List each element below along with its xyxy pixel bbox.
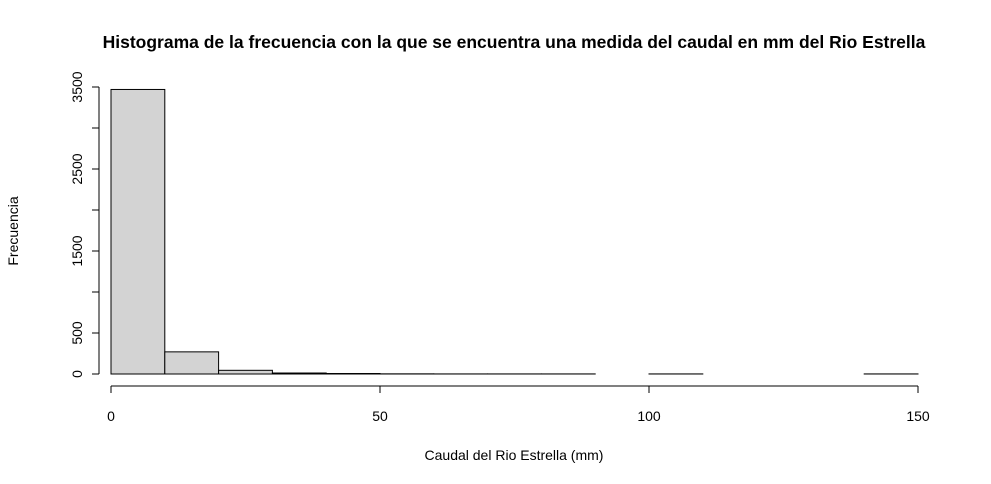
x-axis-label: Caudal del Rio Estrella (mm) [425, 447, 604, 463]
y-axis: 0 500 1500 2500 3500 [69, 71, 100, 378]
y-axis-label: Frecuencia [5, 196, 21, 265]
y-tick-label: 2500 [69, 153, 85, 184]
y-tick-label: 500 [69, 321, 85, 345]
x-axis: 0 50 100 150 [107, 385, 930, 424]
histogram-bars [110, 88, 919, 375]
x-tick-label: 0 [107, 408, 115, 424]
x-tick-label: 100 [637, 408, 661, 424]
y-tick-label: 1500 [69, 235, 85, 266]
histogram-bar-4 [271, 372, 327, 375]
histogram-bar-1 [110, 88, 166, 375]
x-tick-label: 150 [906, 408, 930, 424]
y-tick-label: 0 [69, 370, 85, 378]
x-tick-label: 50 [372, 408, 388, 424]
histogram-bar-3 [218, 369, 273, 375]
chart-title: Histograma de la frecuencia con la que s… [103, 32, 926, 52]
histogram-bar-2 [164, 351, 220, 375]
y-tick-label: 3500 [69, 71, 85, 102]
